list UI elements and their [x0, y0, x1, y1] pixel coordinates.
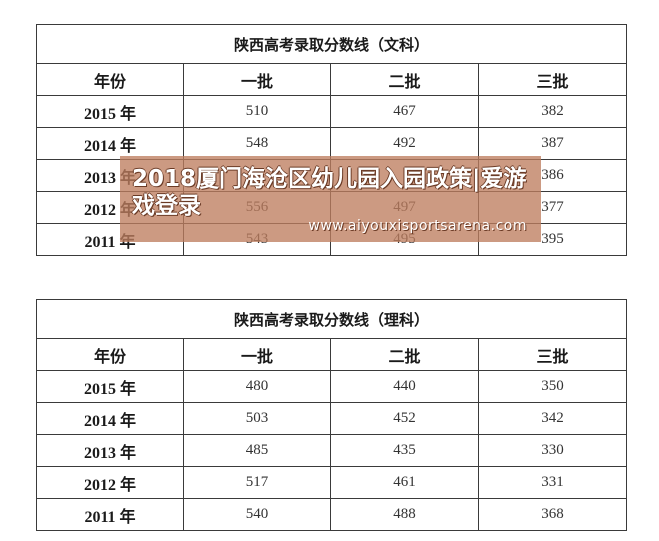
cell-tier1: 510: [183, 95, 331, 128]
table-row: 2015 年 480 440 350: [36, 370, 628, 403]
table-row: 2014 年 503 452 342: [36, 402, 628, 435]
table-row: 2014 年 548 492 387: [36, 127, 628, 160]
banner-headline: 2018厦门海沧区幼儿园入园政策|爱游戏登录: [132, 166, 527, 219]
column-header-tier2: 二批: [330, 338, 479, 371]
cell-tier1: 480: [183, 370, 331, 403]
table-title: 陕西高考录取分数线（理科）: [35, 299, 628, 339]
cell-tier3: 342: [477, 402, 628, 435]
cell-tier3: 368: [477, 498, 628, 531]
cell-year: 2015 年: [36, 370, 184, 403]
cell-tier2: 440: [330, 370, 479, 403]
cell-year: 2014 年: [36, 402, 184, 435]
cell-tier3: 350: [477, 370, 628, 403]
table-row: 2011 年 540 488 368: [36, 498, 628, 531]
cell-year: 2013 年: [36, 434, 184, 467]
table-row: 2013 年 485 435 330: [36, 434, 628, 467]
score-table-science: 陕西高考录取分数线（理科） 年份 一批 二批 三批 2015 年 480 440…: [35, 299, 628, 531]
cell-tier1: 503: [183, 402, 331, 435]
cell-tier2: 435: [330, 434, 479, 467]
column-header-tier1: 一批: [183, 338, 331, 371]
column-header-tier1: 一批: [183, 63, 331, 96]
cell-tier1: 548: [183, 127, 331, 160]
column-header-year: 年份: [36, 63, 184, 96]
cell-tier3: 387: [477, 127, 628, 160]
table-header-row: 年份 一批 二批 三批: [36, 63, 628, 96]
cell-tier3: 382: [477, 95, 628, 128]
column-header-tier2: 二批: [330, 63, 479, 96]
cell-year: 2015 年: [36, 95, 184, 128]
cell-year: 2012 年: [36, 466, 184, 499]
cell-tier3: 330: [477, 434, 628, 467]
cell-tier3: 331: [477, 466, 628, 499]
table-header-row: 年份 一批 二批 三批: [36, 338, 628, 371]
cell-tier2: 452: [330, 402, 479, 435]
cell-tier1: 485: [183, 434, 331, 467]
cell-tier2: 492: [330, 127, 479, 160]
column-header-tier3: 三批: [477, 338, 628, 371]
column-header-year: 年份: [36, 338, 184, 371]
cell-year: 2011 年: [36, 498, 184, 531]
banner-url: www.aiyouxisportsarena.com: [308, 218, 527, 234]
watermark-banner: 2018厦门海沧区幼儿园入园政策|爱游戏登录 www.aiyouxisports…: [120, 156, 541, 242]
score-table-arts: 陕西高考录取分数线（文科） 年份 一批 二批 三批 2015 年 510 467…: [35, 24, 628, 256]
cell-tier1: 517: [183, 466, 331, 499]
cell-tier2: 467: [330, 95, 479, 128]
cell-tier2: 461: [330, 466, 479, 499]
table-title: 陕西高考录取分数线（文科）: [35, 24, 628, 64]
column-header-tier3: 三批: [477, 63, 628, 96]
table-row: 2015 年 510 467 382: [36, 95, 628, 128]
cell-tier1: 540: [183, 498, 331, 531]
cell-year: 2014 年: [36, 127, 184, 160]
cell-tier2: 488: [330, 498, 479, 531]
table-row: 2012 年 517 461 331: [36, 466, 628, 499]
